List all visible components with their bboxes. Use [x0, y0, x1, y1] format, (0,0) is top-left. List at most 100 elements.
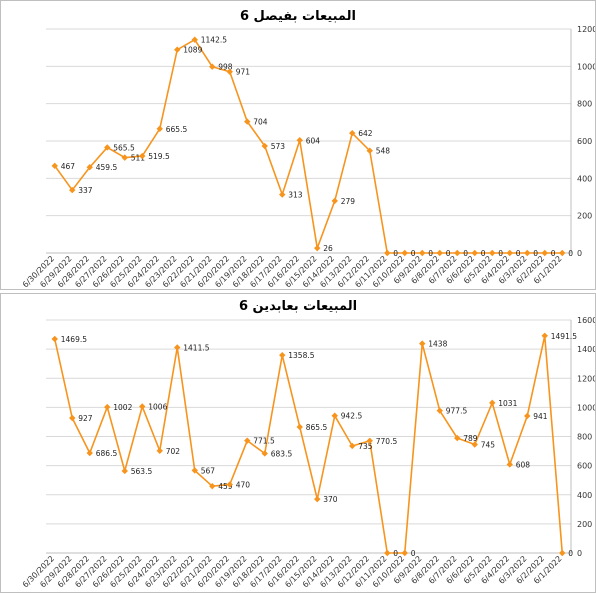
- chart-1-y-tick-label: 1000: [577, 403, 595, 412]
- chart-0-data-point: [156, 125, 163, 132]
- chart-1-data-point: [524, 412, 531, 420]
- chart-0-y-tick-label: 200: [577, 212, 592, 221]
- chart-1-data-label: 0: [568, 549, 573, 558]
- chart-1-y-tick-label: 0: [577, 549, 582, 558]
- chart-1-data-label: 770.5: [376, 437, 398, 446]
- chart-1-y-tick-label: 200: [577, 520, 592, 529]
- chart-0-y-tick-label: 0: [577, 249, 582, 258]
- chart-1-data-label: 927: [78, 414, 93, 423]
- chart-1-data-label: 686.5: [96, 449, 118, 458]
- chart-1-data-point: [174, 344, 181, 351]
- chart-1-data-label: 0: [393, 549, 398, 558]
- chart-1-data-point: [69, 414, 76, 422]
- chart-0-data-label: 313: [288, 191, 303, 200]
- chart-0-data-point: [261, 142, 268, 150]
- chart-1-data-label: 563.5: [131, 467, 153, 476]
- chart-0-data-label: 0: [551, 249, 556, 258]
- chart-0-title: المبيعات بفيصل 6: [240, 9, 356, 24]
- chart-1-data-point: [541, 332, 548, 340]
- chart-0-data-label: 704: [253, 118, 268, 127]
- chart-1-data-point: [51, 335, 58, 343]
- chart-0-data-label: 519.5: [148, 152, 170, 161]
- chart-0-data-label: 0: [428, 249, 433, 258]
- chart-1-y-tick-label: 1600: [577, 316, 595, 325]
- chart-1-y-tick-label: 1200: [577, 374, 595, 383]
- chart-1-data-point: [244, 437, 251, 444]
- chart-0-data-point: [419, 249, 426, 257]
- chart-1-data-label: 942.5: [341, 412, 363, 421]
- chart-0-data-point: [384, 249, 391, 257]
- chart-0-data-point: [314, 244, 321, 252]
- chart-1-data-point: [121, 467, 128, 475]
- chart-1-y-tick-label: 1400: [577, 345, 595, 354]
- chart-1-data-label: 745: [481, 441, 496, 450]
- chart-0-data-point: [506, 249, 513, 257]
- chart-0-data-label: 337: [78, 186, 93, 195]
- chart-0-data-label: 459.5: [96, 163, 118, 172]
- chart-1-data-point: [401, 549, 408, 557]
- chart-0-data-label: 1142.5: [201, 36, 227, 45]
- chart-0-data-point: [244, 118, 251, 125]
- chart-0-data-label: 0: [498, 249, 503, 258]
- chart-1-data-point: [331, 412, 338, 419]
- chart-1-data-point: [209, 482, 216, 490]
- chart-0-data-label: 604: [306, 136, 321, 145]
- chart-0-data-label: 467: [61, 162, 76, 171]
- chart-0-data-label: 0: [393, 249, 398, 258]
- chart-0-data-point: [104, 144, 111, 151]
- chart-0-y-tick-label: 1000: [577, 62, 595, 71]
- chart-0-y-tick-label: 400: [577, 174, 592, 183]
- chart-1-data-point: [506, 461, 513, 468]
- sales-chart-faisal: المبيعات بفيصل 6 0 200 400 600 800 1000 1200 6/3…: [0, 0, 596, 290]
- sales-chart-faisal-plot: المبيعات بفيصل 60200400600800100012006/3…: [21, 9, 595, 289]
- chart-1-data-label: 865.5: [306, 423, 328, 432]
- chart-1-title: المبيعات بعابدين 6: [239, 299, 357, 314]
- chart-1-data-label: 702: [166, 447, 181, 456]
- chart-0-y-tick-label: 800: [577, 100, 592, 109]
- chart-1-data-label: 735: [358, 442, 373, 451]
- chart-0-data-point: [541, 249, 548, 257]
- chart-0-data-label: 1089: [183, 46, 202, 55]
- chart-0-data-point: [524, 249, 531, 257]
- chart-1-data-point: [191, 467, 198, 474]
- chart-1-data-point: [366, 437, 373, 444]
- chart-0-data-label: 642: [358, 129, 373, 138]
- chart-0-data-point: [471, 249, 478, 257]
- chart-1-data-point: [559, 549, 566, 557]
- chart-1-data-label: 683.5: [271, 449, 293, 458]
- chart-1-data-label: 977.5: [446, 407, 468, 416]
- chart-1-data-label: 459: [218, 482, 233, 491]
- chart-1-data-point: [349, 442, 356, 450]
- chart-0-data-label: 0: [446, 249, 451, 258]
- sales-chart-abdeen: المبيعات بعابدين 6 0 200 400 600 800 1000 1200 1…: [0, 293, 596, 593]
- chart-1-y-tick-label: 800: [577, 433, 592, 442]
- chart-0-data-label: 548: [376, 147, 391, 156]
- chart-1-data-label: 771.5: [253, 437, 275, 446]
- chart-1-data-point: [279, 351, 286, 359]
- chart-0-data-label: 665.5: [166, 125, 188, 134]
- chart-1-data-point: [454, 434, 461, 442]
- chart-1-data-point: [261, 450, 268, 457]
- chart-0-data-point: [454, 249, 461, 257]
- chart-1-data-point: [226, 481, 233, 488]
- chart-1-data-label: 941: [533, 412, 548, 421]
- chart-0-data-point: [489, 249, 496, 257]
- chart-0-data-label: 0: [411, 249, 416, 258]
- chart-1-data-label: 1491.5: [551, 332, 577, 341]
- chart-0-data-point: [191, 36, 198, 43]
- chart-1-data-label: 608: [516, 460, 531, 469]
- chart-0-data-point: [436, 249, 443, 257]
- chart-1-data-label: 1469.5: [61, 335, 87, 344]
- chart-0-data-label: 0: [516, 249, 521, 258]
- chart-1-data-label: 370: [323, 495, 338, 504]
- chart-0-data-point: [209, 63, 216, 70]
- chart-0-data-label: 0: [481, 249, 486, 258]
- chart-0-data-label: 971: [236, 68, 251, 77]
- chart-1-y-tick-label: 600: [577, 462, 592, 471]
- chart-0-data-point: [139, 152, 146, 160]
- chart-1-data-label: 1358.5: [288, 351, 314, 360]
- chart-1-data-point: [314, 495, 321, 503]
- chart-0-data-label: 0: [463, 249, 468, 258]
- chart-0-data-label: 0: [568, 249, 573, 258]
- chart-1-y-tick-label: 400: [577, 491, 592, 500]
